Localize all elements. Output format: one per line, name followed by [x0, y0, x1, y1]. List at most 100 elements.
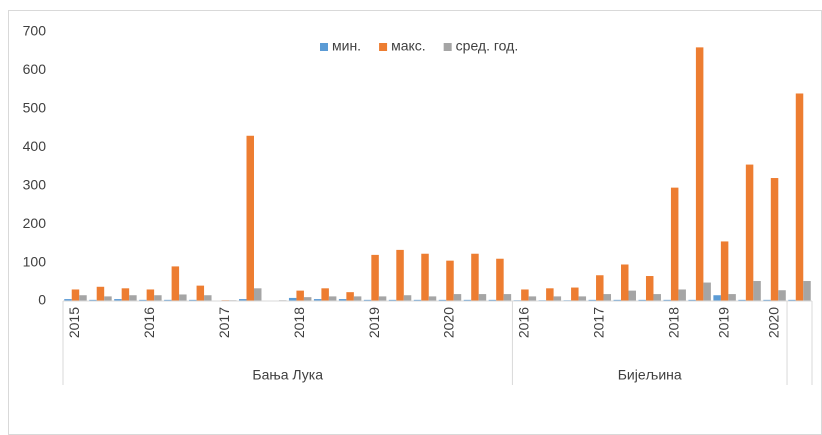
bar [413, 299, 422, 301]
bar [253, 288, 262, 301]
legend-swatch [379, 43, 388, 51]
bar [363, 299, 372, 301]
bar [571, 287, 579, 301]
x-tick-label: 2015 [66, 307, 82, 338]
bar [795, 93, 804, 301]
bar [179, 294, 187, 301]
legend-label: сред. год. [456, 38, 519, 54]
bar [638, 299, 646, 301]
bar [688, 299, 696, 301]
bar [64, 299, 72, 301]
bar [596, 275, 604, 301]
bar [663, 299, 671, 301]
x-tick-label: 2018 [665, 307, 681, 338]
bar [553, 296, 562, 301]
y-tick-label: 600 [23, 61, 47, 77]
bar [371, 254, 379, 301]
bar [396, 249, 404, 301]
y-tick-label: 700 [23, 23, 47, 39]
x-tick-label: 2018 [291, 307, 307, 338]
bar [246, 135, 254, 301]
x-tick-label: 2019 [366, 307, 382, 338]
bar [438, 299, 447, 301]
bar [488, 299, 497, 301]
y-tick-label: 400 [23, 138, 47, 154]
bar [621, 264, 629, 301]
bar [146, 289, 155, 301]
bar [720, 241, 729, 301]
bar [753, 281, 761, 301]
bar [678, 289, 686, 301]
y-tick-label: 500 [23, 100, 47, 116]
bar [803, 281, 811, 301]
bar [613, 299, 622, 301]
bar [788, 299, 796, 301]
bar [321, 288, 329, 301]
bar [728, 294, 736, 301]
bar [328, 296, 337, 301]
bar [388, 299, 397, 301]
x-tick-label: 2020 [441, 307, 457, 338]
bar [463, 299, 472, 301]
bar [288, 297, 297, 301]
bar [421, 253, 429, 301]
bar [653, 294, 661, 301]
x-tick-label: 2020 [765, 307, 781, 338]
group-label: Бијељина [618, 367, 682, 383]
bar [695, 47, 704, 301]
bar [428, 296, 437, 301]
bar [114, 299, 122, 301]
legend-swatch [443, 43, 452, 51]
bar [204, 295, 212, 301]
bar [189, 299, 197, 301]
x-tick-label: 2019 [715, 307, 731, 338]
y-tick-label: 200 [23, 215, 47, 231]
bar [578, 296, 587, 301]
bar [353, 296, 362, 301]
bar [121, 288, 130, 301]
bar [446, 260, 454, 301]
bar [478, 294, 487, 301]
x-tick-label: 2017 [216, 307, 232, 338]
bar [713, 295, 721, 301]
bar [503, 294, 512, 301]
legend-swatch [320, 43, 328, 51]
bar [453, 294, 462, 301]
bar [528, 296, 537, 301]
bar [89, 299, 97, 301]
bar [71, 289, 80, 301]
bar [129, 295, 137, 301]
bar [338, 299, 347, 301]
bar [79, 295, 87, 301]
bar [378, 296, 387, 301]
bar [403, 295, 412, 301]
bar [703, 282, 711, 301]
bar [496, 258, 504, 301]
bar [239, 299, 247, 301]
y-tick-label: 300 [23, 176, 47, 192]
bar [171, 266, 180, 301]
bar [196, 285, 205, 301]
bar [96, 286, 105, 301]
bar [745, 164, 754, 301]
bar [313, 299, 322, 301]
bar [738, 299, 746, 301]
bar [670, 187, 679, 301]
bar [546, 288, 554, 301]
bar [104, 296, 112, 301]
bar [778, 290, 786, 301]
bar [471, 253, 479, 301]
x-tick-label: 2017 [590, 307, 606, 338]
bar [346, 292, 354, 301]
x-tick-label: 2016 [141, 307, 157, 338]
bar [645, 276, 654, 301]
bar [763, 299, 771, 301]
bar [603, 294, 612, 301]
bar [139, 299, 147, 301]
bar [628, 290, 636, 301]
bar [521, 289, 529, 301]
bar [770, 178, 779, 301]
y-tick-label: 0 [38, 292, 46, 308]
bar [164, 299, 172, 301]
